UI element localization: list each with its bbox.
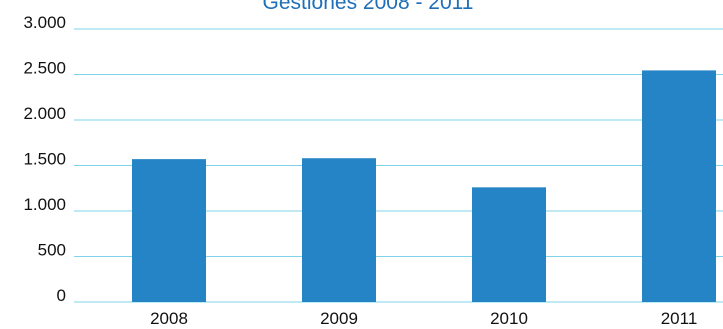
bar-2010 xyxy=(472,187,546,302)
chart-title: Gestiones 2008 - 2011 xyxy=(263,0,474,14)
y-tick-label-4: 2.000 xyxy=(23,104,66,123)
x-category-label-2010: 2010 xyxy=(490,309,528,328)
x-category-label-2011: 2011 xyxy=(661,309,698,328)
bars xyxy=(132,70,716,302)
bar-2011 xyxy=(642,70,716,302)
y-tick-label-6: 3.000 xyxy=(23,13,66,32)
y-tick-label-3: 1.500 xyxy=(23,150,66,169)
y-axis-tick-labels: 0 500 1.000 1.500 2.000 2.500 3.000 xyxy=(23,13,66,305)
bar-2009 xyxy=(302,158,376,302)
x-category-label-2009: 2009 xyxy=(320,309,358,328)
bar-2008 xyxy=(132,159,206,302)
x-category-label-2008: 2008 xyxy=(150,309,188,328)
y-tick-label-5: 2.500 xyxy=(23,59,66,78)
x-axis-category-labels: 2008 2009 2010 2011 xyxy=(150,309,697,328)
y-tick-label-1: 500 xyxy=(38,241,66,260)
y-tick-label-0: 0 xyxy=(57,286,66,305)
y-tick-label-2: 1.000 xyxy=(23,195,66,214)
